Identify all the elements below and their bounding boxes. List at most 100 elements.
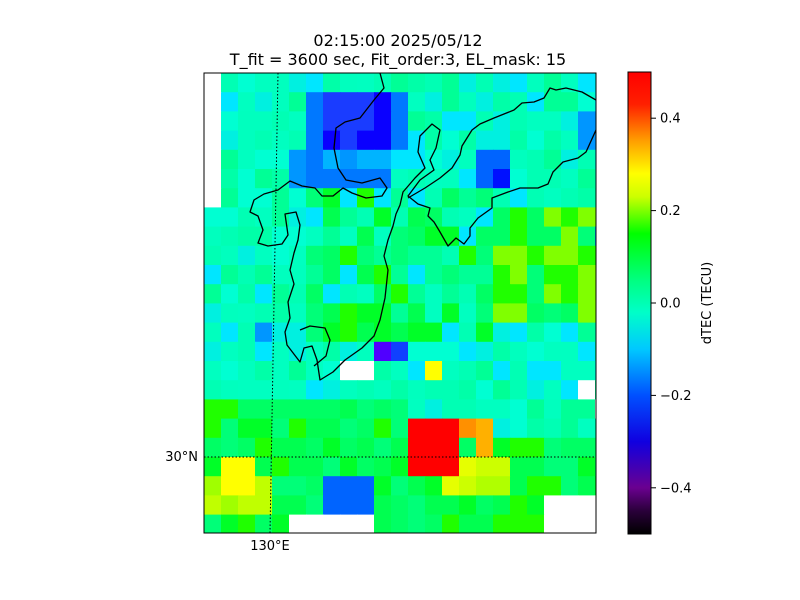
dtec-cell bbox=[272, 380, 290, 400]
dtec-cell bbox=[238, 130, 256, 151]
dtec-cell bbox=[442, 226, 460, 247]
dtec-cell bbox=[493, 341, 511, 362]
dtec-cell bbox=[510, 437, 528, 458]
dtec-cell bbox=[510, 169, 528, 189]
dtec-cell bbox=[340, 418, 358, 439]
dtec-cell bbox=[493, 188, 511, 208]
dtec-cell bbox=[527, 303, 545, 324]
dtec-cell bbox=[561, 111, 579, 132]
dtec-cell bbox=[510, 418, 528, 439]
dtec-cell bbox=[374, 303, 392, 324]
dtec-cell bbox=[289, 437, 307, 458]
dtec-cell bbox=[391, 111, 409, 132]
dtec-cell bbox=[323, 284, 341, 304]
dtec-cell bbox=[561, 303, 579, 324]
dtec-cell bbox=[221, 514, 239, 533]
dtec-cell bbox=[340, 495, 358, 516]
dtec-cell bbox=[510, 399, 528, 420]
dtec-cell bbox=[340, 437, 358, 458]
dtec-cell bbox=[204, 245, 222, 266]
dtec-cell bbox=[357, 495, 375, 516]
dtec-cell bbox=[289, 322, 307, 343]
dtec-cell bbox=[595, 130, 596, 151]
dtec-cell bbox=[221, 111, 239, 132]
dtec-cell bbox=[425, 380, 443, 400]
dtec-cell bbox=[595, 399, 596, 420]
dtec-cell bbox=[425, 361, 443, 381]
dtec-cell bbox=[238, 111, 256, 132]
dtec-cell bbox=[476, 130, 494, 151]
dtec-cell bbox=[204, 322, 222, 343]
dtec-cell bbox=[425, 245, 443, 266]
dtec-cell bbox=[391, 130, 409, 151]
dtec-cell bbox=[204, 149, 222, 170]
dtec-cell bbox=[442, 457, 460, 477]
dtec-cell bbox=[459, 226, 477, 247]
dtec-cell bbox=[340, 130, 358, 151]
dtec-cell bbox=[527, 207, 545, 228]
colorbar-tick-label: 0.0 bbox=[660, 297, 681, 312]
dtec-cell bbox=[442, 361, 460, 381]
dtec-cell bbox=[544, 476, 562, 496]
dtec-cell bbox=[544, 341, 562, 362]
dtec-cell bbox=[476, 226, 494, 247]
dtec-cell bbox=[510, 284, 528, 304]
dtec-cell bbox=[289, 92, 307, 112]
dtec-cell bbox=[544, 188, 562, 208]
dtec-cell bbox=[221, 495, 239, 516]
dtec-cell bbox=[272, 303, 290, 324]
dtec-cell bbox=[289, 188, 307, 208]
dtec-cell bbox=[425, 130, 443, 151]
dtec-cell bbox=[374, 92, 392, 112]
dtec-cell bbox=[425, 514, 443, 533]
dtec-cell bbox=[221, 476, 239, 496]
dtec-cell bbox=[204, 92, 222, 112]
dtec-cell bbox=[306, 476, 324, 496]
dtec-cell bbox=[391, 207, 409, 228]
dtec-cell bbox=[272, 361, 290, 381]
dtec-cell bbox=[357, 380, 375, 400]
dtec-cell bbox=[272, 226, 290, 247]
dtec-cell bbox=[459, 130, 477, 151]
dtec-cell bbox=[357, 457, 375, 477]
dtec-cell bbox=[391, 380, 409, 400]
dtec-cell bbox=[442, 514, 460, 533]
dtec-cell bbox=[493, 457, 511, 477]
dtec-cell bbox=[459, 284, 477, 304]
dtec-cell bbox=[306, 207, 324, 228]
dtec-cell bbox=[493, 149, 511, 170]
dtec-cell bbox=[595, 111, 596, 132]
dtec-cell bbox=[425, 399, 443, 420]
dtec-cell bbox=[459, 418, 477, 439]
dtec-cell bbox=[340, 245, 358, 266]
dtec-cell bbox=[578, 226, 596, 247]
dtec-cell bbox=[493, 245, 511, 266]
dtec-cell bbox=[204, 476, 222, 496]
dtec-cell bbox=[578, 188, 596, 208]
dtec-cell bbox=[425, 476, 443, 496]
dtec-cell bbox=[323, 169, 341, 189]
dtec-cell bbox=[374, 111, 392, 132]
dtec-cell bbox=[204, 361, 222, 381]
dtec-cell bbox=[510, 341, 528, 362]
dtec-cell bbox=[272, 399, 290, 420]
dtec-cell bbox=[374, 245, 392, 266]
dtec-cell bbox=[306, 495, 324, 516]
dtec-cell bbox=[204, 226, 222, 247]
dtec-cell bbox=[272, 495, 290, 516]
dtec-cell bbox=[272, 245, 290, 266]
dtec-cell bbox=[340, 322, 358, 343]
dtec-cell bbox=[323, 188, 341, 208]
dtec-cell bbox=[408, 341, 426, 362]
dtec-cell bbox=[238, 92, 256, 112]
dtec-cell bbox=[442, 476, 460, 496]
dtec-cell bbox=[204, 495, 222, 516]
dtec-cell bbox=[357, 341, 375, 362]
dtec-cell bbox=[408, 92, 426, 112]
dtec-cell bbox=[204, 169, 222, 189]
dtec-cell bbox=[561, 207, 579, 228]
dtec-cell bbox=[459, 245, 477, 266]
dtec-cell bbox=[408, 437, 426, 458]
dtec-cell bbox=[425, 188, 443, 208]
dtec-cell bbox=[289, 73, 307, 93]
